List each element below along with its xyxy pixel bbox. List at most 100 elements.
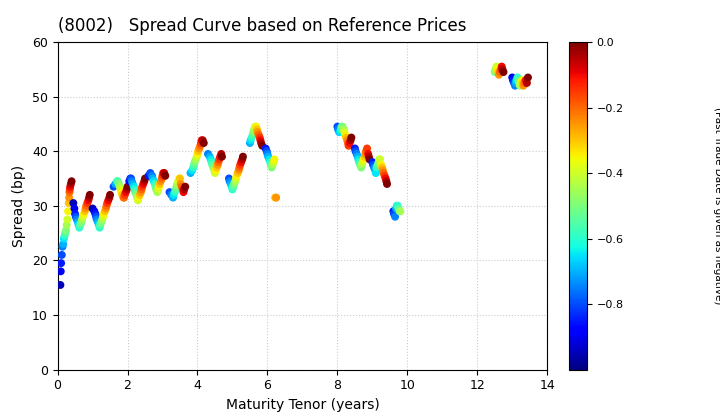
Point xyxy=(361,145,373,152)
Point xyxy=(353,156,364,163)
Point xyxy=(89,208,100,215)
Point xyxy=(190,156,202,163)
Point xyxy=(345,137,356,144)
Point xyxy=(87,205,99,212)
Point xyxy=(205,156,217,163)
Point xyxy=(333,129,345,135)
Point xyxy=(269,156,280,163)
Point xyxy=(338,126,349,133)
Point xyxy=(187,164,199,171)
Point xyxy=(60,230,71,236)
Point xyxy=(188,161,199,168)
Point xyxy=(232,170,243,176)
Point xyxy=(109,181,121,187)
Point xyxy=(264,156,275,163)
Point xyxy=(262,153,274,160)
Text: (8002)   Spread Curve based on Reference Prices: (8002) Spread Curve based on Reference P… xyxy=(58,17,466,35)
Point xyxy=(62,216,73,223)
Point xyxy=(375,161,387,168)
Point xyxy=(351,150,362,157)
Point xyxy=(147,175,158,182)
Point xyxy=(171,181,183,187)
Point xyxy=(236,156,248,163)
Point xyxy=(72,219,84,226)
Point xyxy=(163,189,175,196)
Point xyxy=(198,139,210,146)
Point xyxy=(230,178,241,184)
Point xyxy=(211,164,222,171)
Point xyxy=(228,183,239,190)
Point xyxy=(98,210,109,218)
Point xyxy=(215,153,226,160)
Point xyxy=(492,68,504,76)
Point xyxy=(66,178,77,184)
Point xyxy=(157,172,168,179)
Point xyxy=(173,178,184,184)
Point xyxy=(251,126,263,133)
Point xyxy=(256,142,268,149)
Point xyxy=(354,161,366,168)
Point xyxy=(522,74,534,81)
Point xyxy=(509,82,521,89)
Point xyxy=(380,175,392,182)
Point xyxy=(212,161,223,168)
Point xyxy=(58,235,70,242)
Point xyxy=(92,219,104,226)
Point xyxy=(126,178,138,184)
Point xyxy=(224,178,235,184)
Point xyxy=(253,131,264,138)
Point xyxy=(493,71,505,78)
Point xyxy=(167,194,179,201)
Point xyxy=(81,200,93,206)
Point xyxy=(156,175,168,182)
Point xyxy=(510,77,522,84)
Point xyxy=(128,183,140,190)
Point xyxy=(206,159,217,165)
Point xyxy=(84,194,95,201)
Point xyxy=(264,159,276,165)
Point xyxy=(97,213,109,220)
Point xyxy=(113,181,125,187)
Point xyxy=(176,183,187,190)
Point xyxy=(344,139,356,146)
Point xyxy=(125,175,136,182)
Point xyxy=(93,222,104,228)
Point xyxy=(150,183,161,190)
Point xyxy=(137,183,148,190)
Point xyxy=(210,167,222,174)
Point xyxy=(57,243,68,250)
Point xyxy=(78,210,89,218)
Point xyxy=(265,161,276,168)
Point xyxy=(112,178,123,184)
Point xyxy=(261,148,272,155)
Point xyxy=(518,80,530,87)
Point xyxy=(166,192,177,198)
Point xyxy=(215,150,227,157)
Point xyxy=(91,216,102,223)
Point xyxy=(76,219,87,226)
Point xyxy=(387,208,399,215)
Point xyxy=(168,192,179,198)
Point xyxy=(100,205,112,212)
Point xyxy=(197,137,209,144)
Point xyxy=(136,186,148,193)
Point xyxy=(496,63,508,70)
Point xyxy=(55,281,66,288)
Point xyxy=(235,161,246,168)
Point xyxy=(245,137,256,144)
Point xyxy=(138,178,150,184)
Point xyxy=(223,175,235,182)
Point xyxy=(158,170,169,176)
Point xyxy=(251,123,262,130)
Point xyxy=(114,186,126,193)
Point xyxy=(359,150,371,157)
Point xyxy=(148,178,160,184)
Point xyxy=(341,134,352,141)
Point xyxy=(235,159,247,165)
Point xyxy=(393,205,405,212)
Point xyxy=(372,161,383,168)
Point xyxy=(108,183,120,190)
Point xyxy=(77,213,89,220)
Point xyxy=(207,161,218,168)
Point xyxy=(233,167,245,174)
